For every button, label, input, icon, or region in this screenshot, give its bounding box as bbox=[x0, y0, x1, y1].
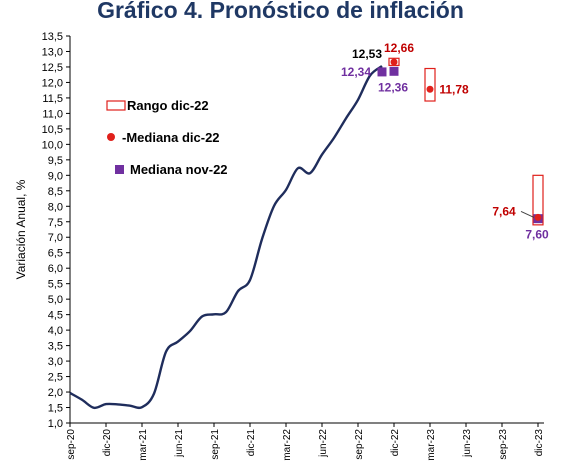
median-dic22-marker bbox=[426, 85, 434, 93]
y-tick-label: 4,0 bbox=[48, 325, 63, 337]
y-tick-label: 9,0 bbox=[48, 170, 63, 182]
y-tick-label: 5,0 bbox=[48, 294, 63, 306]
y-tick-label: 13,5 bbox=[42, 31, 63, 43]
data-label: 11,78 bbox=[439, 82, 469, 96]
x-tick-label: jun-22 bbox=[318, 429, 329, 458]
y-tick-label: 2,0 bbox=[48, 387, 63, 399]
x-tick-label: dic-23 bbox=[534, 429, 545, 457]
y-tick-label: 7,0 bbox=[48, 232, 63, 244]
legend-median-nov22-swatch bbox=[115, 165, 124, 174]
y-tick-label: 9,5 bbox=[48, 155, 63, 167]
y-tick-label: 4,5 bbox=[48, 310, 63, 322]
chart-title: Gráfico 4. Pronóstico de inflación bbox=[97, 0, 464, 23]
median-dic22-marker bbox=[534, 213, 542, 221]
y-tick-label: 3,0 bbox=[48, 356, 63, 368]
y-tick-label: 1,5 bbox=[48, 403, 63, 415]
median-dic22-marker bbox=[390, 58, 398, 66]
y-tick-label: 10,0 bbox=[42, 139, 63, 151]
y-tick-label: 12,0 bbox=[42, 77, 63, 89]
y-axis-title: Variación Anual, % bbox=[14, 179, 28, 279]
legend-median-dic22-label: -Mediana dic-22 bbox=[122, 130, 220, 145]
x-tick-label: jun-23 bbox=[462, 429, 473, 458]
range-box-mar-23 bbox=[424, 67, 436, 102]
y-tick-label: 11,5 bbox=[42, 93, 63, 105]
legend-range-swatch bbox=[106, 100, 126, 111]
x-tick-label: dic-22 bbox=[390, 429, 401, 457]
x-tick-label: dic-21 bbox=[246, 429, 257, 457]
y-tick-label: 2,5 bbox=[48, 372, 63, 384]
x-tick-label: mar-22 bbox=[282, 429, 293, 461]
x-tick-label: sep-22 bbox=[354, 429, 365, 460]
data-label: 7,64 bbox=[492, 204, 516, 218]
y-tick-label: 6,5 bbox=[48, 248, 63, 260]
data-label: 7,60 bbox=[525, 228, 549, 242]
x-tick-label: sep-23 bbox=[498, 429, 509, 460]
x-tick-label: mar-21 bbox=[138, 429, 149, 461]
y-tick-label: 12,5 bbox=[42, 62, 63, 74]
legend-median-dic22-swatch bbox=[107, 133, 115, 141]
legend-median-nov22-label: Mediana nov-22 bbox=[130, 162, 228, 177]
y-tick-label: 8,5 bbox=[48, 186, 63, 198]
data-label: 12,36 bbox=[378, 80, 408, 94]
inflation-series-line bbox=[69, 65, 383, 410]
y-tick-label: 3,5 bbox=[48, 341, 63, 353]
data-label: 12,34 bbox=[341, 65, 371, 79]
y-tick-label: 5,5 bbox=[48, 279, 63, 291]
x-tick-label: sep-21 bbox=[210, 429, 221, 460]
y-tick-label: 10,5 bbox=[42, 124, 63, 136]
legend-range-label: Rango dic-22 bbox=[127, 98, 209, 113]
x-tick-label: mar-23 bbox=[426, 429, 437, 461]
x-tick-label: dic-20 bbox=[102, 429, 113, 457]
y-tick-label: 7,5 bbox=[48, 217, 63, 229]
y-tick-label: 8,0 bbox=[48, 201, 63, 213]
data-label: 12,66 bbox=[384, 41, 414, 55]
label-leader-line bbox=[520, 210, 535, 218]
y-tick-label: 1,0 bbox=[48, 418, 63, 430]
x-tick-label: sep-20 bbox=[66, 429, 77, 460]
data-label: 12,53 bbox=[352, 47, 382, 61]
y-tick-label: 13,0 bbox=[42, 46, 63, 58]
y-tick-label: 11,0 bbox=[42, 108, 63, 120]
median-nov22-marker bbox=[377, 67, 387, 77]
y-tick-label: 6,0 bbox=[48, 263, 63, 275]
range-box-dic-23 bbox=[532, 174, 544, 226]
x-tick-label: jun-21 bbox=[174, 429, 185, 458]
median-nov22-marker bbox=[389, 66, 399, 76]
